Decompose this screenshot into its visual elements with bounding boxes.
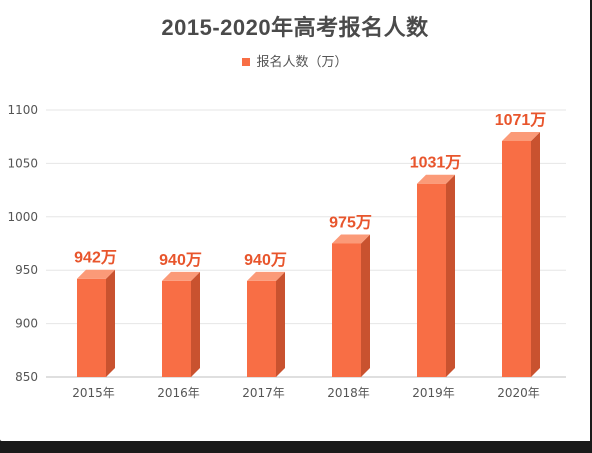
x-category-label: 2016年 <box>157 386 200 400</box>
legend-label: 报名人数（万） <box>256 55 348 70</box>
bar-side-face <box>446 174 455 377</box>
bar <box>162 271 200 377</box>
bar-front-face <box>417 183 446 377</box>
x-category-label: 2015年 <box>72 386 115 400</box>
bar-top-face <box>247 271 285 281</box>
data-label: 942万 <box>74 250 117 267</box>
bar <box>417 174 455 377</box>
x-category-label: 2017年 <box>242 386 285 400</box>
bar-front-face <box>502 140 531 377</box>
data-labels: 942万 940万 940万 975万 1031万 1071万 <box>74 112 546 269</box>
bar-side-face <box>276 271 285 377</box>
x-category-label: 2018年 <box>327 386 370 400</box>
chart-legend: 报名人数（万） <box>0 51 590 70</box>
bar-front-face <box>77 278 106 377</box>
data-label: 940万 <box>159 252 202 269</box>
bar-top-face <box>332 234 370 244</box>
y-tick-label: 1050 <box>7 156 38 170</box>
data-label: 1031万 <box>410 155 462 172</box>
bar <box>77 269 115 377</box>
x-category-label: 2019年 <box>412 386 455 400</box>
bar-side-face <box>361 234 370 377</box>
bar <box>332 234 370 377</box>
bar-side-face <box>191 271 200 377</box>
bar-front-face <box>247 280 276 377</box>
bar-top-face <box>502 131 540 141</box>
grid-lines <box>46 109 566 378</box>
legend-swatch <box>242 58 251 66</box>
y-tick-label: 850 <box>15 370 38 384</box>
y-tick-label: 900 <box>15 317 38 331</box>
data-label: 1071万 <box>495 112 547 129</box>
data-label: 940万 <box>244 252 287 269</box>
data-label: 975万 <box>329 215 372 232</box>
y-tick-label: 950 <box>15 263 38 277</box>
bar-side-face <box>531 131 540 377</box>
bar-top-face <box>77 269 115 279</box>
y-tick-label: 1100 <box>7 103 38 117</box>
bar-top-face <box>162 271 200 281</box>
bar-front-face <box>332 243 361 377</box>
bar-side-face <box>106 269 115 377</box>
bar-top-face <box>417 174 455 184</box>
x-axis-categories: 2015年 2016年 2017年 2018年 2019年 2020年 <box>72 386 540 400</box>
chart-title: 2015-2020年高考报名人数 <box>161 15 429 40</box>
x-category-label: 2020年 <box>497 386 540 400</box>
bar <box>502 131 540 377</box>
bars <box>77 131 540 377</box>
bar <box>247 271 285 377</box>
bar-front-face <box>162 280 191 377</box>
y-tick-label: 1000 <box>7 210 38 224</box>
y-axis-ticks: 850 900 950 1000 1050 1100 <box>7 103 38 384</box>
